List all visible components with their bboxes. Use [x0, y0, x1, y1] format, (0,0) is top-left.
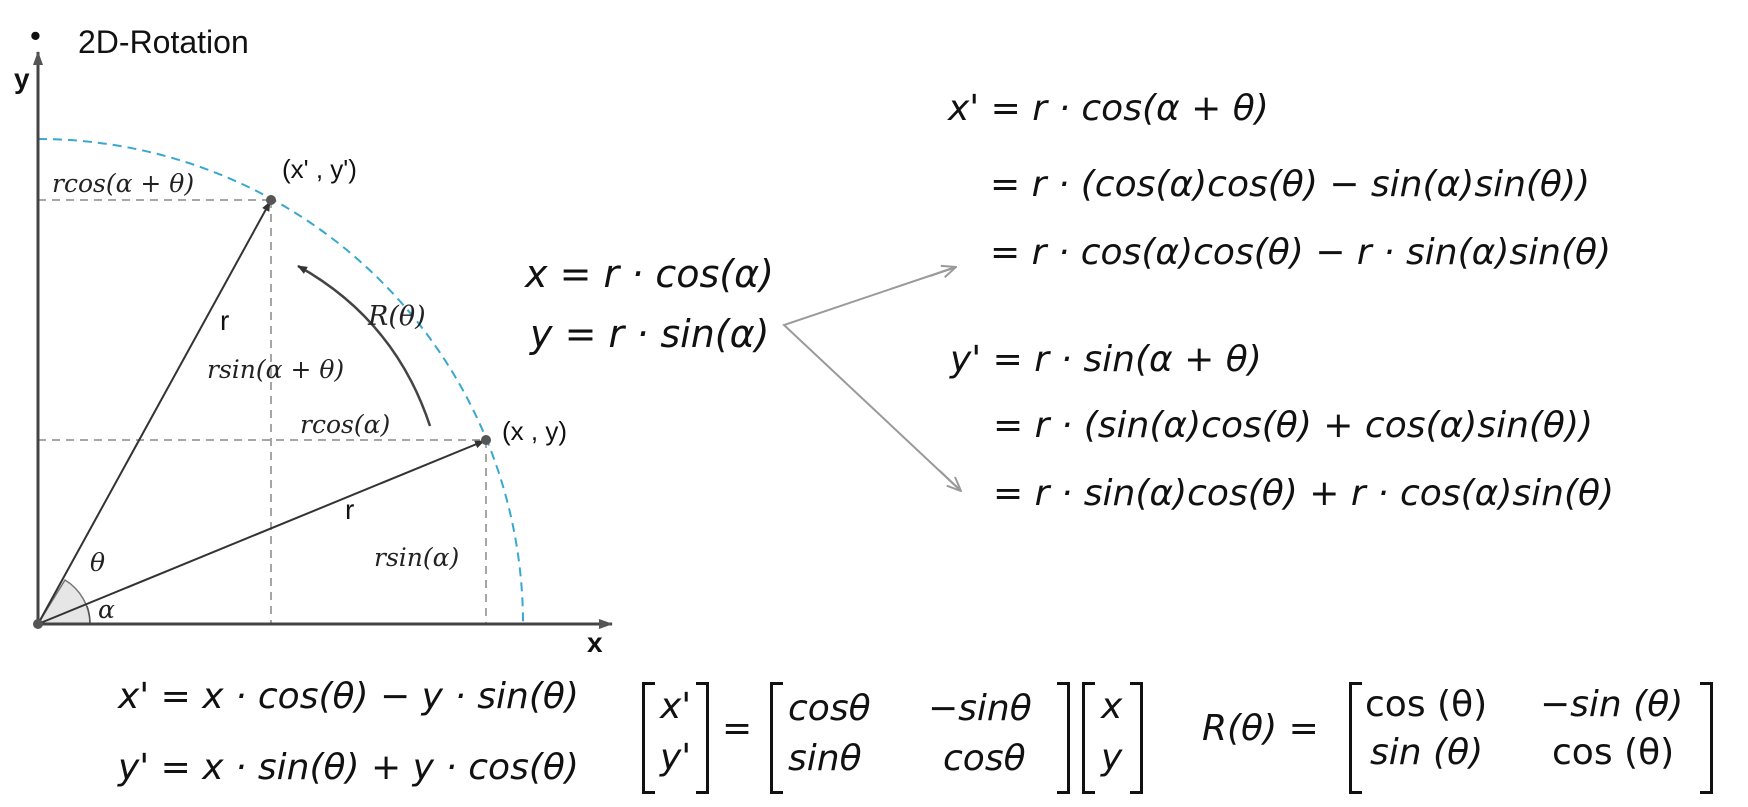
title-bullet: •: [30, 18, 41, 53]
rmatrix-m11: cos (θ): [1365, 684, 1488, 725]
label-theta: θ: [90, 548, 105, 577]
rmatrix-bracket-left: [1349, 682, 1362, 794]
eq-yp-line3: = r · sin(α)cos(θ) + r · cos(α)sin(θ): [993, 473, 1615, 514]
label-rotation: R(θ): [367, 301, 426, 332]
matrix-bracket-left: [770, 682, 783, 794]
rmatrix-m21: sin (θ): [1370, 732, 1484, 773]
axis-x-label: x: [587, 627, 603, 658]
matrix-m11: cosθ: [788, 688, 871, 729]
eq-xp-line3: = r · cos(α)cos(θ) − r · sin(α)sin(θ): [990, 232, 1612, 273]
eq-yp-line1: y' = r · sin(α + θ): [950, 339, 1262, 380]
branch-connector: [782, 266, 962, 492]
eq-yp-line2: = r · (sin(α)cos(θ) + cos(α)sin(θ)): [993, 405, 1594, 446]
matrix-m12: −sinθ: [928, 688, 1032, 729]
point-original-dot: [481, 435, 491, 445]
vec-bracket-left: [1082, 682, 1095, 794]
radius-label-lower: r: [345, 494, 354, 525]
rotation-arrow: [297, 264, 432, 427]
matrix-equals: =: [722, 708, 753, 749]
eq-polar-y: y = r · sin(α): [530, 312, 770, 356]
eq-xp-line1: x' = r · cos(α + θ): [948, 88, 1269, 129]
point-rotated-dot: [266, 195, 276, 205]
vec-y: y: [1101, 737, 1123, 778]
radius-vector-rotated: [37, 201, 271, 625]
rotation-matrix-lhs: R(θ) =: [1202, 708, 1319, 749]
matrix-m21: sinθ: [788, 738, 862, 779]
origin-point: [33, 619, 43, 629]
label-rsin-alpha: rsin(α): [374, 543, 459, 572]
vec-x: x: [1101, 686, 1123, 727]
label-alpha: α: [98, 595, 115, 624]
rmatrix-bracket-right: [1700, 682, 1713, 794]
eq-final-y: y' = x · sin(θ) + y · cos(θ): [118, 747, 579, 788]
radius-vector-original: [37, 440, 485, 625]
eq-xp-line2: = r · (cos(α)cos(θ) − sin(α)sin(θ)): [990, 164, 1591, 205]
rotation-circle-arc: [37, 138, 524, 625]
lhs-bracket-left: [642, 682, 655, 794]
label-rsin-alpha-theta: rsin(α + θ): [207, 355, 344, 384]
branch-arrow-down: [939, 470, 961, 491]
point-rotated-label: (x' , y'): [282, 154, 357, 184]
lhs-y-prime: y': [660, 737, 692, 778]
lhs-x-prime: x': [660, 686, 692, 727]
label-rcos-alpha: rcos(α): [300, 410, 390, 439]
matrix-bracket-right: [1057, 682, 1070, 794]
point-original-label: (x , y): [502, 416, 567, 446]
label-rcos-alpha-theta: rcos(α + θ): [52, 169, 194, 198]
branch-arrow-up: [929, 267, 956, 276]
eq-polar-x: x = r · cos(α): [525, 252, 774, 296]
axis-y-label: y: [14, 63, 30, 94]
radius-label-upper: r: [220, 305, 229, 336]
rmatrix-m12: −sin (θ): [1540, 684, 1684, 725]
lhs-bracket-right: [696, 682, 709, 794]
eq-final-x: x' = x · cos(θ) − y · sin(θ): [118, 676, 579, 717]
matrix-m22: cosθ: [943, 738, 1026, 779]
rmatrix-m22: cos (θ): [1552, 732, 1675, 773]
angle-wedge: [36, 578, 91, 625]
vec-bracket-right: [1130, 682, 1143, 794]
slide-title: 2D-Rotation: [78, 24, 249, 60]
